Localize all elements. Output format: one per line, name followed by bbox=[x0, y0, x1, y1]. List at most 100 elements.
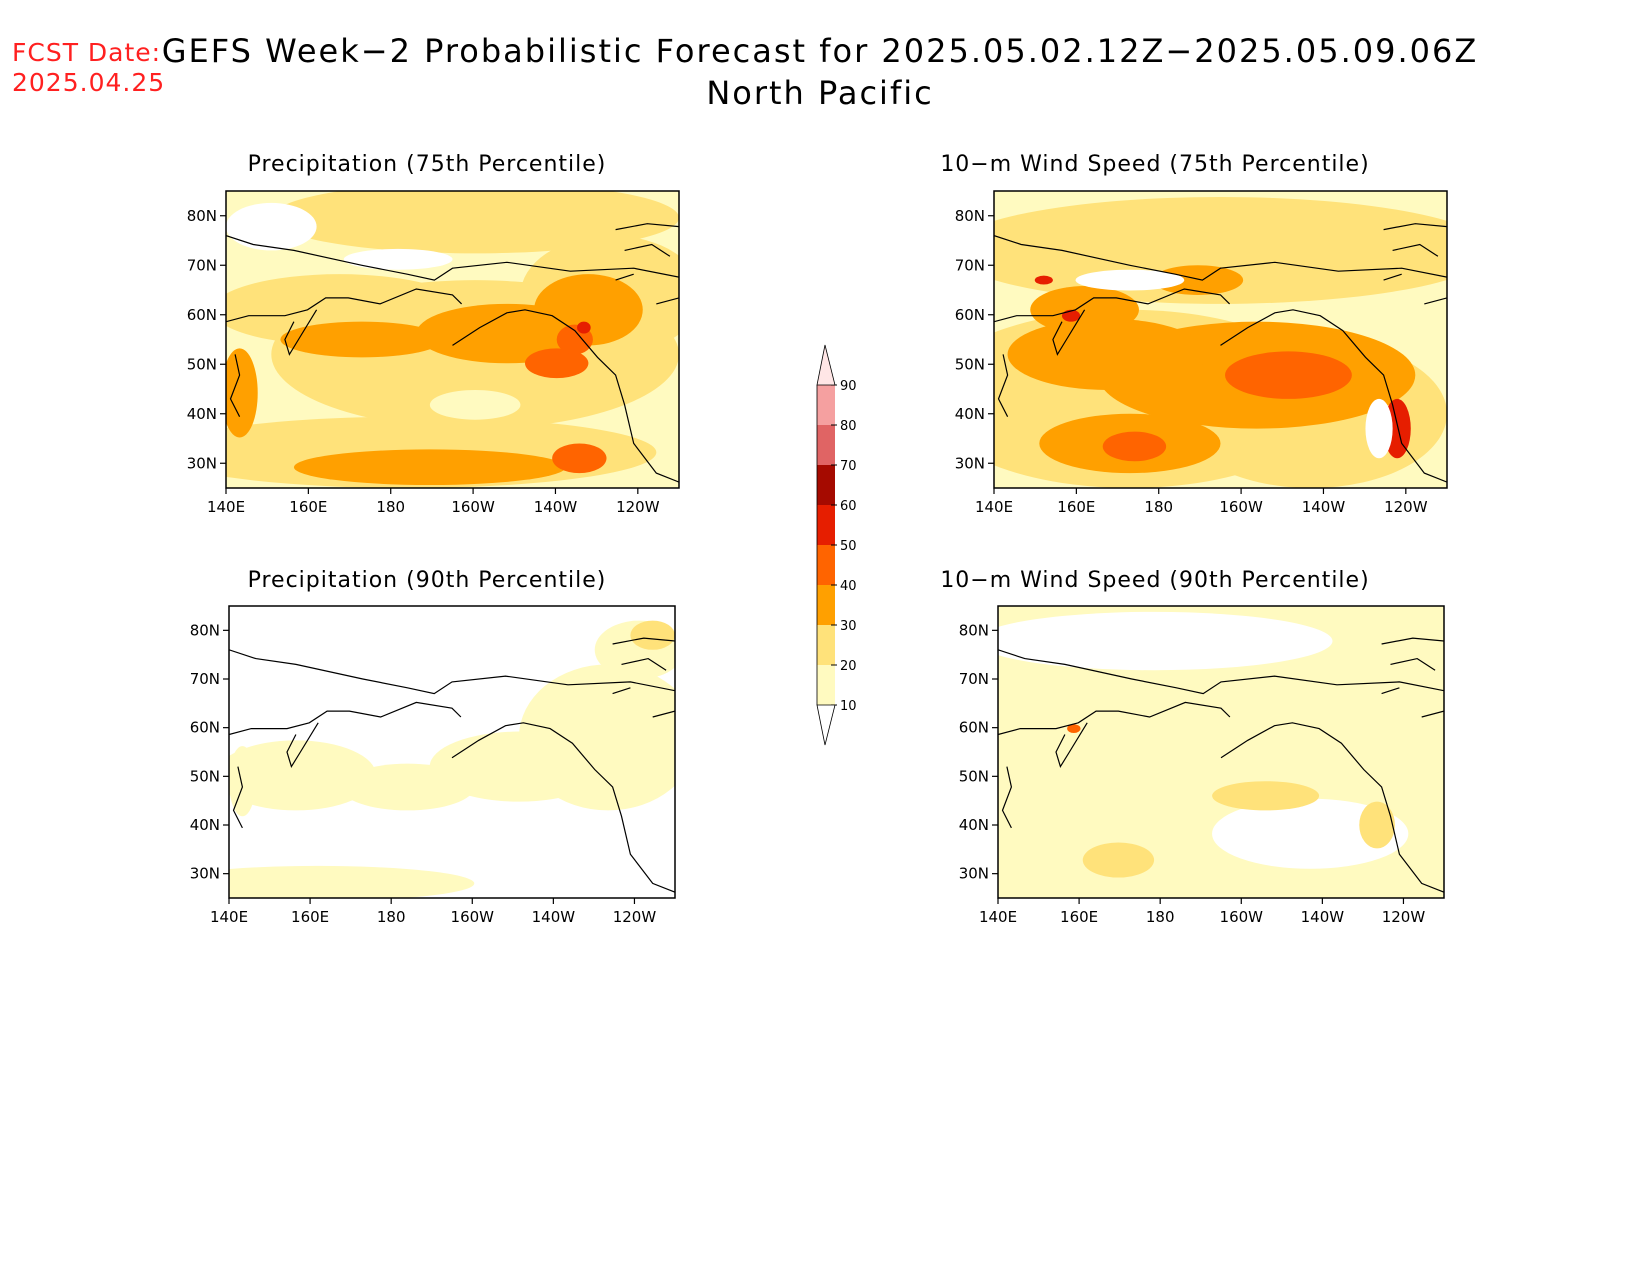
map-frame bbox=[997, 605, 1445, 899]
lon-tick-label: 160W bbox=[1219, 498, 1263, 516]
contour-patch bbox=[229, 740, 377, 811]
lat-tick-label: 80N bbox=[190, 621, 220, 639]
lat-tick-label: 70N bbox=[187, 256, 217, 274]
coastline bbox=[1383, 223, 1447, 231]
contour-patch bbox=[1152, 265, 1244, 295]
forecast-date-value: 2025.04.25 bbox=[12, 68, 166, 97]
coastline bbox=[1055, 722, 1088, 769]
lat-tick-label: 60N bbox=[190, 719, 220, 737]
forecast-date: FCST Date: 2025.04.25 bbox=[12, 38, 165, 98]
lon-tick-label: 120W bbox=[1384, 498, 1428, 516]
coastline bbox=[1392, 243, 1439, 257]
coastline bbox=[998, 701, 1231, 736]
colorbar-swatch bbox=[817, 585, 835, 625]
lat-tick-label: 50N bbox=[955, 355, 985, 373]
coastline bbox=[994, 288, 1231, 323]
lat-tick-label: 40N bbox=[959, 816, 989, 834]
contour-patch bbox=[429, 389, 521, 420]
colorbar-label: 60 bbox=[840, 499, 857, 514]
map-panel-precip-90: 140E 160E 180 160W 140W 120W 80N 70N 60N 50N 40N 30… bbox=[190, 605, 676, 926]
colorbar-max-triangle bbox=[816, 344, 836, 386]
coastline bbox=[452, 309, 679, 483]
coastline bbox=[998, 649, 1444, 695]
coastline bbox=[615, 223, 679, 231]
colorbar: 10 20 30 40 50 60 70 80 90 bbox=[816, 344, 857, 746]
lat-tick-label: 30N bbox=[187, 454, 217, 472]
coastline bbox=[1381, 637, 1444, 645]
coastline bbox=[652, 710, 675, 718]
coastline bbox=[286, 722, 319, 769]
coastline bbox=[1052, 309, 1086, 356]
contour-patch bbox=[630, 620, 675, 650]
lon-tick-label: 120W bbox=[613, 908, 657, 926]
lon-tick-label: 140E bbox=[207, 498, 245, 516]
lon-tick-label: 160W bbox=[451, 908, 495, 926]
coastline bbox=[1001, 766, 1013, 829]
panel-title-precip-90: Precipitation (90th Percentile) bbox=[247, 568, 607, 593]
map-frame bbox=[993, 190, 1448, 489]
coastline bbox=[1381, 687, 1400, 695]
coastline bbox=[624, 243, 671, 257]
lat-tick-label: 40N bbox=[190, 816, 220, 834]
lat-tick-label: 70N bbox=[955, 256, 985, 274]
map-panel-wind-90: 140E 160E 180 160W 140W 120W 80N 70N 60N 50N 40N 30… bbox=[959, 605, 1445, 926]
panel-title-wind-75: 10−m Wind Speed (75th Percentile) bbox=[940, 152, 1370, 177]
lon-tick-label: 180 bbox=[376, 498, 405, 516]
panel-title-precip-75: Precipitation (75th Percentile) bbox=[247, 152, 607, 177]
lon-tick-label: 160W bbox=[451, 498, 495, 516]
lon-tick-label: 180 bbox=[1146, 908, 1175, 926]
contour-patch bbox=[280, 321, 444, 358]
lat-tick-label: 50N bbox=[190, 767, 220, 785]
contour-patch bbox=[1225, 351, 1352, 399]
colorbar-label: 80 bbox=[840, 419, 857, 434]
lat-tick-label: 60N bbox=[187, 306, 217, 324]
lon-tick-label: 140E bbox=[979, 908, 1017, 926]
region-subtitle: North Pacific bbox=[706, 74, 934, 112]
lat-tick-label: 80N bbox=[955, 207, 985, 225]
map-frame bbox=[225, 190, 680, 489]
coastline bbox=[1390, 657, 1436, 671]
colorbar-swatch bbox=[817, 665, 835, 705]
colorbar-swatch bbox=[817, 545, 835, 585]
colorbar-label: 90 bbox=[840, 379, 857, 394]
lat-tick-label: 30N bbox=[190, 865, 220, 883]
page-title: GEFS Week−2 Probabilistic Forecast for 2… bbox=[160, 30, 1480, 114]
lat-tick-label: 40N bbox=[955, 405, 985, 423]
coastline bbox=[284, 309, 318, 356]
coastline bbox=[994, 235, 1447, 281]
contour-patch bbox=[1102, 431, 1167, 462]
coastline bbox=[226, 288, 463, 323]
coastline bbox=[226, 235, 679, 281]
coastline bbox=[656, 297, 679, 305]
contour-patch bbox=[1075, 269, 1185, 291]
colorbar-swatch bbox=[817, 385, 835, 425]
contour-patch bbox=[229, 746, 256, 817]
contour-patch bbox=[1007, 318, 1207, 390]
lat-tick-label: 60N bbox=[959, 719, 989, 737]
lon-tick-label: 160W bbox=[1220, 908, 1264, 926]
lon-tick-label: 140W bbox=[534, 498, 578, 516]
lon-tick-label: 160E bbox=[289, 498, 327, 516]
lon-tick-label: 160E bbox=[291, 908, 329, 926]
contour-patch bbox=[229, 865, 475, 898]
lon-tick-label: 120W bbox=[616, 498, 660, 516]
contour-patch bbox=[1082, 842, 1155, 878]
lat-tick-label: 60N bbox=[955, 306, 985, 324]
contour-patch bbox=[343, 248, 453, 270]
coastline bbox=[1220, 722, 1444, 893]
map-frame bbox=[228, 605, 676, 899]
contour-patch bbox=[998, 611, 1333, 671]
lat-tick-label: 70N bbox=[959, 670, 989, 688]
lon-tick-label: 160E bbox=[1057, 498, 1095, 516]
contour-patch bbox=[1359, 801, 1395, 849]
contour-patch bbox=[271, 191, 679, 254]
contour-patch bbox=[534, 274, 643, 346]
lon-tick-label: 180 bbox=[1144, 498, 1173, 516]
colorbar-swatch bbox=[817, 505, 835, 545]
lon-tick-label: 140E bbox=[975, 498, 1013, 516]
coastline bbox=[612, 637, 675, 645]
map-panel-precip-75: 140E 160E 180 160W 140W 120W 80N 70N 60N 50N 40N 30… bbox=[187, 190, 680, 516]
coastline bbox=[997, 354, 1009, 417]
coastline bbox=[229, 649, 675, 695]
